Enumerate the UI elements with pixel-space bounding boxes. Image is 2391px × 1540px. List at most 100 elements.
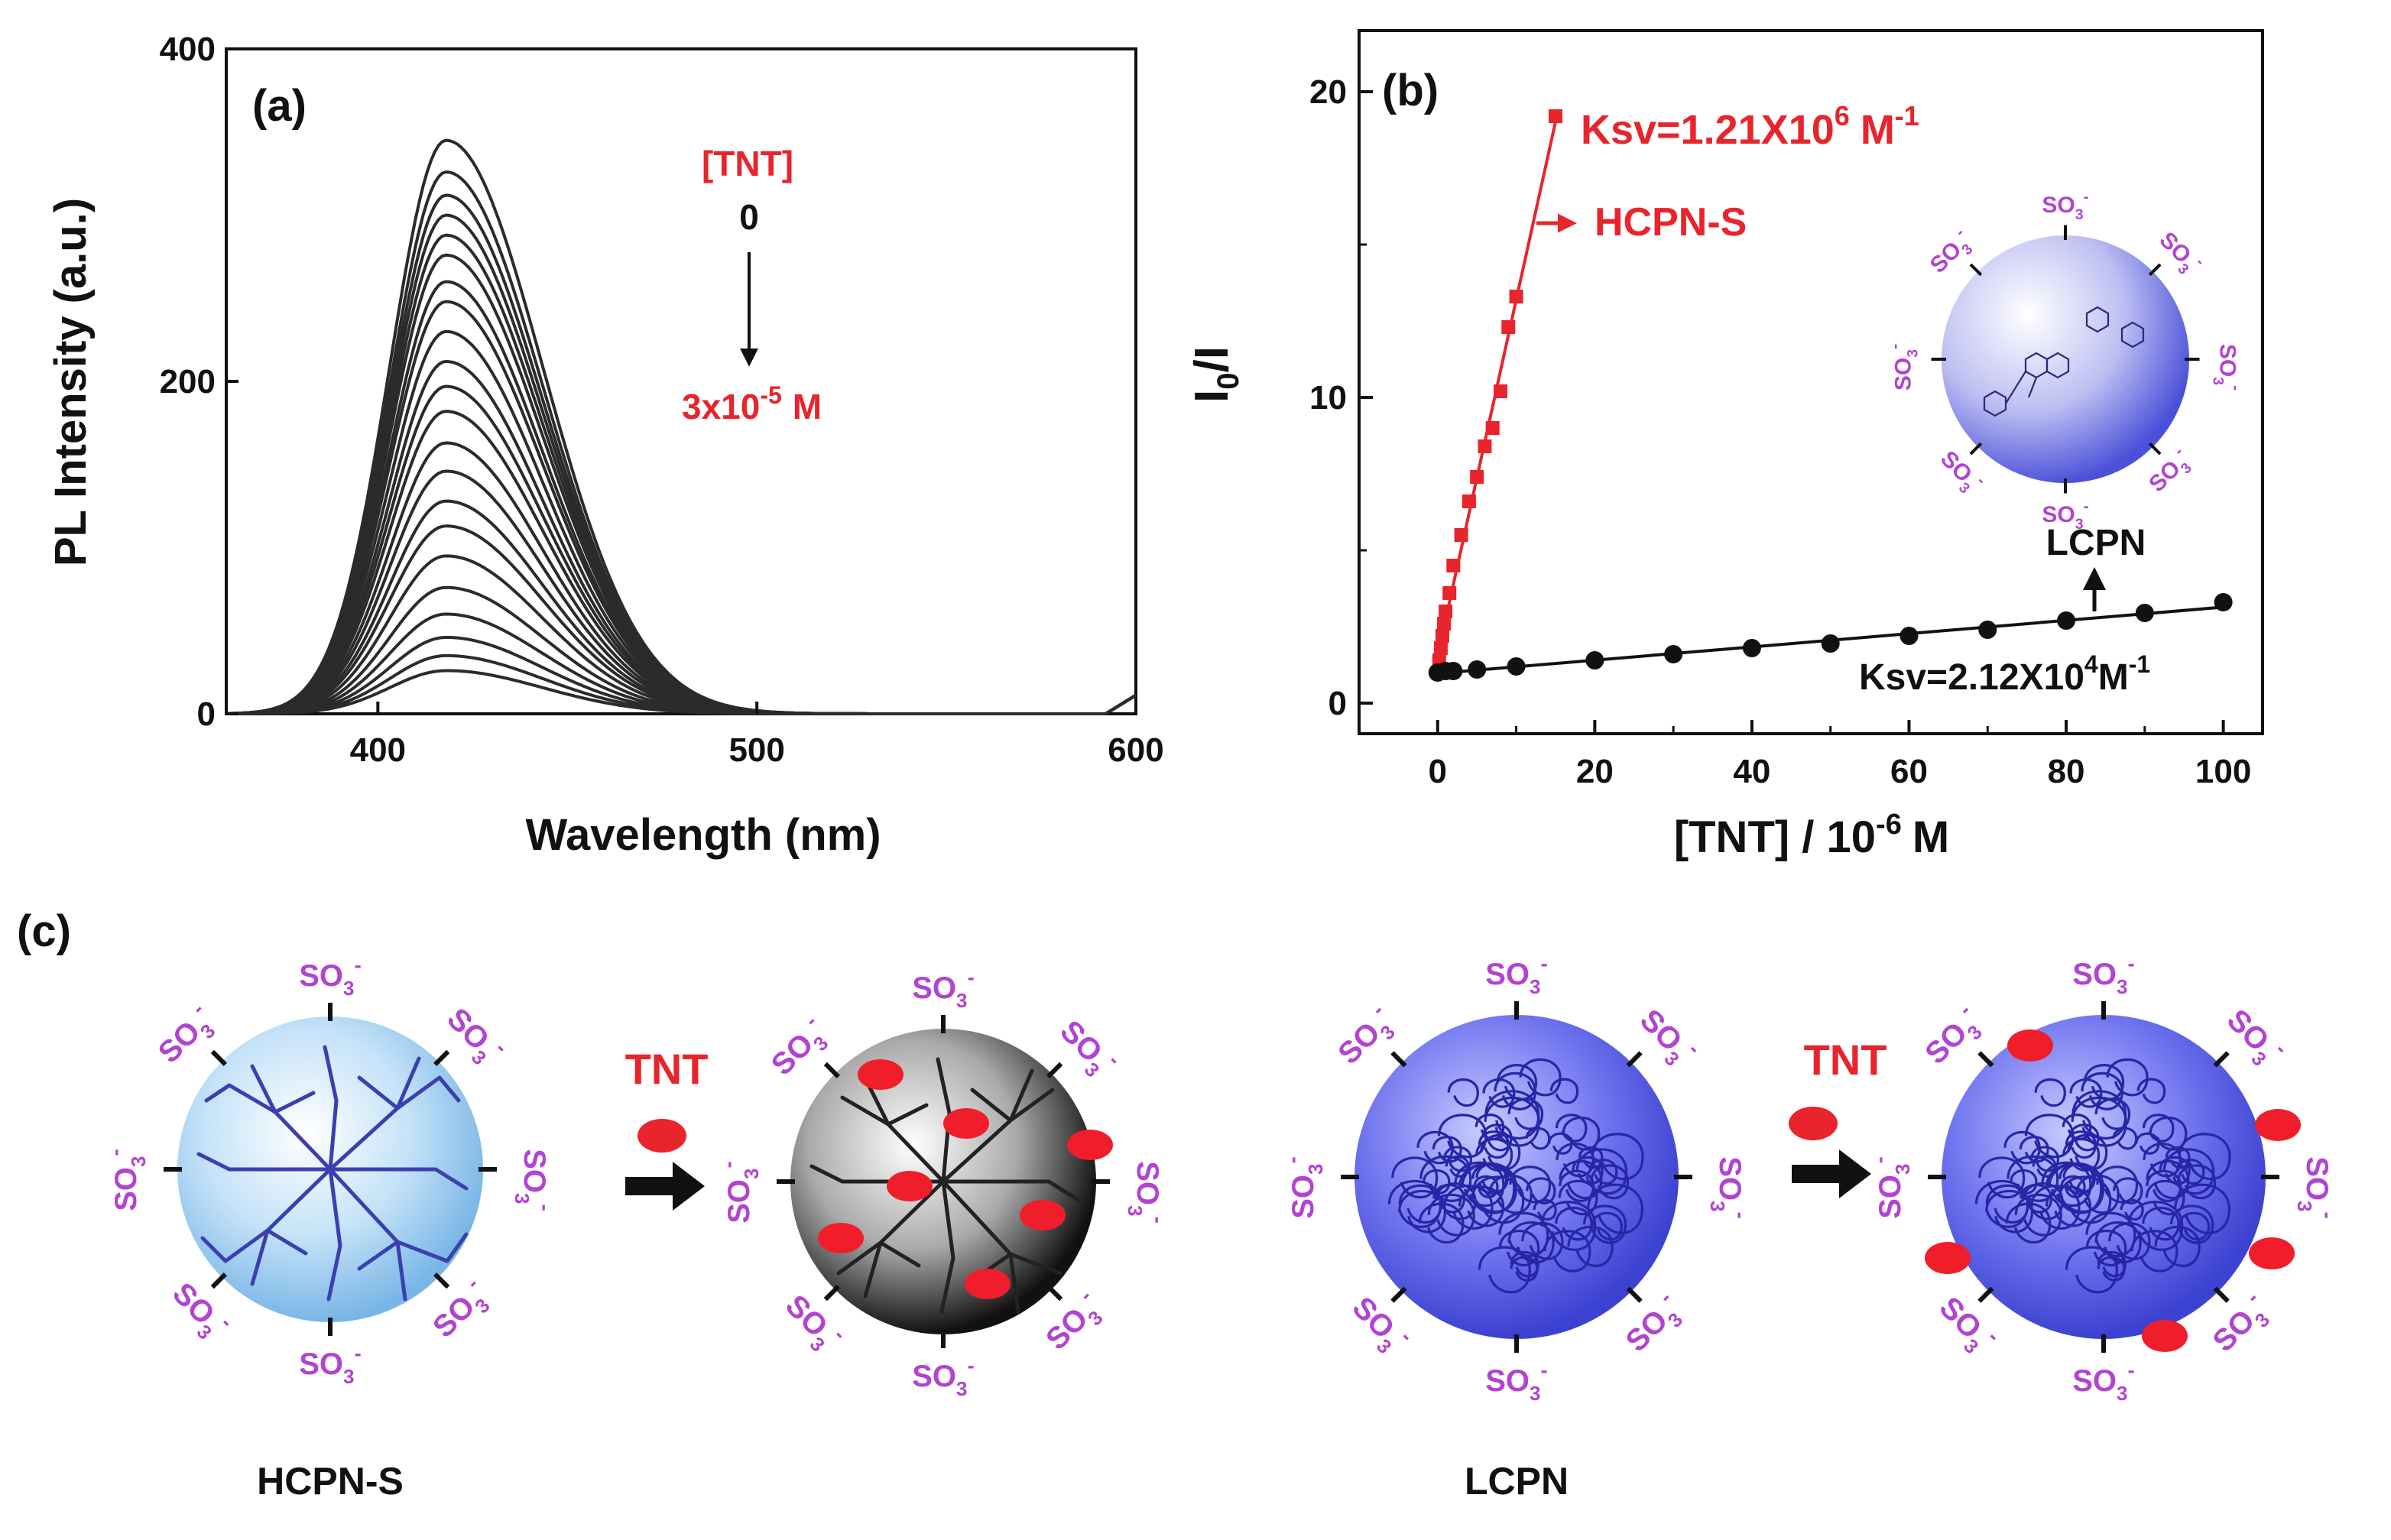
tnt-molecule: [858, 1059, 904, 1090]
sulfonate-tether: [433, 1049, 450, 1066]
polymer-chain-loop: [1416, 1130, 1454, 1165]
inset-polymer-structure: [1983, 306, 2145, 417]
polymer-chain-loop: [2075, 1174, 2120, 1214]
group-base: SO: [1131, 1161, 1164, 1205]
polymer-chain-loop: [1496, 1064, 1538, 1101]
group-base: SO: [2155, 227, 2196, 268]
sulfonate-group-label: SO3-: [436, 997, 513, 1075]
sulfonate-tether: [2148, 442, 2162, 456]
polymer-chain-loop: [1391, 1156, 1439, 1199]
sulfonate-group-label: SO3-: [1341, 1286, 1418, 1363]
group-charge: -: [1540, 1358, 1547, 1382]
sulfonate-tether: [2148, 263, 2162, 277]
group-charge: -: [534, 1204, 557, 1211]
lcpn-polymer-tangle: [1387, 1058, 1644, 1294]
hcpn-s-data-point: [1478, 439, 1492, 453]
polymer-chain-loop: [2135, 1132, 2160, 1155]
x-tick-label: 60: [1890, 753, 1928, 790]
sulfonate-tether: [433, 1273, 450, 1289]
group-subscript: 3: [1304, 1164, 1327, 1175]
sulfonate-tether: [2213, 1286, 2230, 1303]
polymer-chain-loop: [1549, 1078, 1579, 1104]
sulfonate-tether: [1969, 263, 1983, 277]
group-subscript: 3: [1124, 1205, 1147, 1216]
group-base: SO: [2072, 958, 2117, 991]
sulfonate-group-label: SO3-: [299, 1341, 362, 1388]
tnt-molecule: [2142, 1320, 2188, 1352]
lcpn-data-point: [2057, 611, 2076, 630]
group-charge: -: [967, 965, 974, 989]
lcpn-ksv-label: Ksv=2.12X104M-1: [1859, 650, 2150, 698]
lcpn-data-point: [1468, 660, 1487, 679]
inset-ring: [2085, 306, 2110, 333]
group-subscript: 3: [956, 1377, 967, 1400]
sulfonate-group-label: SO3-: [299, 953, 362, 1000]
polymer-chain-loop: [1458, 1185, 1505, 1227]
group-base: SO: [2221, 1003, 2276, 1058]
polymer-chain-loop: [1482, 1078, 1516, 1108]
group-base: SO: [1874, 1175, 1907, 1219]
polymer-chain-loop: [1548, 1132, 1573, 1155]
sulfonate-group-label: SO3-: [2141, 443, 2198, 501]
panel-b-data-points: [1428, 109, 2233, 682]
polymer-chain-loop: [1556, 1143, 1595, 1178]
tnt-molecule: [2255, 1109, 2301, 1141]
sulfonate-group-label: SO3-: [2072, 952, 2135, 998]
branch: [809, 1057, 1082, 1314]
spectrum-curve: [226, 669, 1137, 715]
polymer-chain-loop: [1443, 1146, 1473, 1172]
hcpn-s-data-point: [1548, 109, 1562, 123]
group-charge: -: [1540, 952, 1547, 975]
sulfonate-group-label: SO3-: [1049, 1010, 1126, 1087]
group-charge: -: [1654, 1286, 1676, 1308]
hcpn-s-data-point: [1470, 470, 1484, 484]
group-base: SO: [765, 1027, 820, 1082]
sulfonate-tether: [1977, 1286, 1994, 1303]
group-charge: -: [1974, 472, 1990, 488]
hcpn-s-ksv-label: Ksv=1.21X106 M-1: [1581, 100, 1919, 153]
sulfonate-tether: [1046, 1285, 1063, 1302]
group-charge: -: [103, 1149, 127, 1156]
hcpn-s-tnt-particle: SO3-SO3-SO3-SO3-SO3-SO3-SO3-SO3-: [716, 965, 1170, 1400]
polymer-chain-loop: [2034, 1078, 2066, 1107]
inset-ring: [2045, 352, 2070, 379]
polymer-chain-loop: [1498, 1230, 1540, 1267]
polymer-chain-loop: [2165, 1146, 2191, 1169]
sulfonate-group-label: SO3-: [1629, 999, 1706, 1076]
polymer-chain-loop: [2048, 1162, 2105, 1214]
tnt-concentration-label: [TNT]: [702, 144, 793, 183]
panel-b-label: (b): [1382, 66, 1439, 115]
inset-particle-sphere: [1942, 235, 2189, 483]
group-base: SO: [2300, 1156, 2334, 1201]
polymer-chain-loop: [1525, 1127, 1551, 1150]
polymer-chain-loop: [2068, 1123, 2100, 1152]
x-tick-label: 0: [1429, 753, 1447, 790]
tnt-molecule: [637, 1119, 686, 1153]
polymer-chain-loop: [1437, 1114, 1487, 1159]
x-tick-label: 500: [728, 731, 784, 769]
inset-particle-diagram: SO3-SO3-SO3-SO3-SO3-SO3-SO3-SO3-: [1887, 189, 2244, 533]
panel-c-label: (c): [17, 906, 71, 956]
y-tick-label: 0: [197, 695, 216, 733]
group-subscript: 3: [343, 1365, 354, 1388]
sulfonate-group-label: SO3-: [1615, 1286, 1692, 1363]
group-charge: -: [2127, 952, 2134, 975]
sulfonate-group-label: SO3-: [1887, 344, 1922, 391]
sulfonate-group-label: SO3-: [716, 1161, 763, 1224]
group-charge: -: [1684, 1038, 1706, 1060]
group-charge: -: [1104, 1049, 1126, 1071]
hcpn-s-data-point: [1433, 641, 1448, 655]
polymer-chain-loop: [1543, 1230, 1591, 1273]
polymer-chain-loop: [2085, 1230, 2127, 1267]
polymer-chain-loop: [1540, 1201, 1597, 1251]
polymer-chain-loop: [2045, 1185, 2092, 1227]
group-base: SO: [1040, 1302, 1095, 1357]
polymer-chain-loop: [2108, 1222, 2151, 1260]
group-base: SO: [299, 959, 343, 993]
group-charge: -: [2084, 498, 2089, 516]
hcpn-s-data-point: [1485, 421, 1500, 435]
inset-ring: [2120, 321, 2145, 349]
polymer-chain-loop: [1478, 1246, 1531, 1294]
group-base: SO: [1485, 1364, 1530, 1398]
x-tick-label: 100: [2195, 753, 2251, 790]
